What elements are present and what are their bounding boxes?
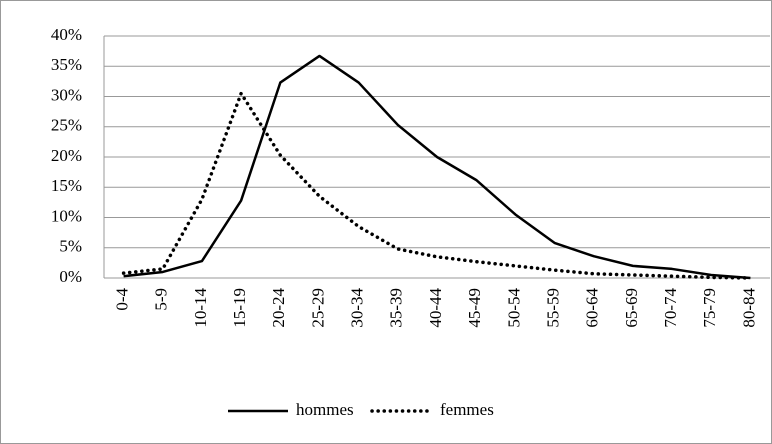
x-tick-label: 40-44	[426, 288, 445, 328]
x-tick-label: 0-4	[112, 288, 131, 311]
x-tick-label: 75-79	[700, 288, 719, 328]
y-tick-label: 30%	[51, 85, 82, 104]
x-tick-label: 70-74	[661, 288, 680, 328]
y-tick-label: 10%	[51, 206, 82, 225]
x-tick-label: 15-19	[230, 288, 249, 328]
x-tick-label: 45-49	[465, 288, 484, 328]
x-tick-label: 25-29	[308, 288, 327, 328]
data-line	[121, 89, 753, 280]
y-tick-label: 15%	[51, 176, 82, 195]
x-tick-label: 35-39	[387, 288, 406, 328]
x-tick-label: 80-84	[739, 288, 758, 328]
x-tick-label: 50-54	[504, 288, 523, 328]
y-tick-label: 35%	[51, 55, 82, 74]
x-tick-label: 10-14	[191, 288, 210, 328]
x-tick-label: 55-59	[543, 288, 562, 328]
legend-label: hommes	[296, 400, 354, 419]
y-tick-label: 40%	[51, 25, 82, 44]
x-tick-label: 30-34	[348, 288, 367, 328]
y-tick-label: 0%	[59, 267, 82, 286]
y-tick-label: 20%	[51, 146, 82, 165]
legend-label: femmes	[440, 400, 494, 419]
x-tick-label: 5-9	[152, 288, 171, 311]
y-tick-label: 25%	[51, 116, 82, 135]
y-tick-label: 5%	[59, 237, 82, 256]
x-tick-label: 60-64	[583, 288, 602, 328]
data-line	[123, 54, 751, 280]
x-tick-label: 65-69	[622, 288, 641, 328]
x-tick-label: 20-24	[269, 288, 288, 328]
